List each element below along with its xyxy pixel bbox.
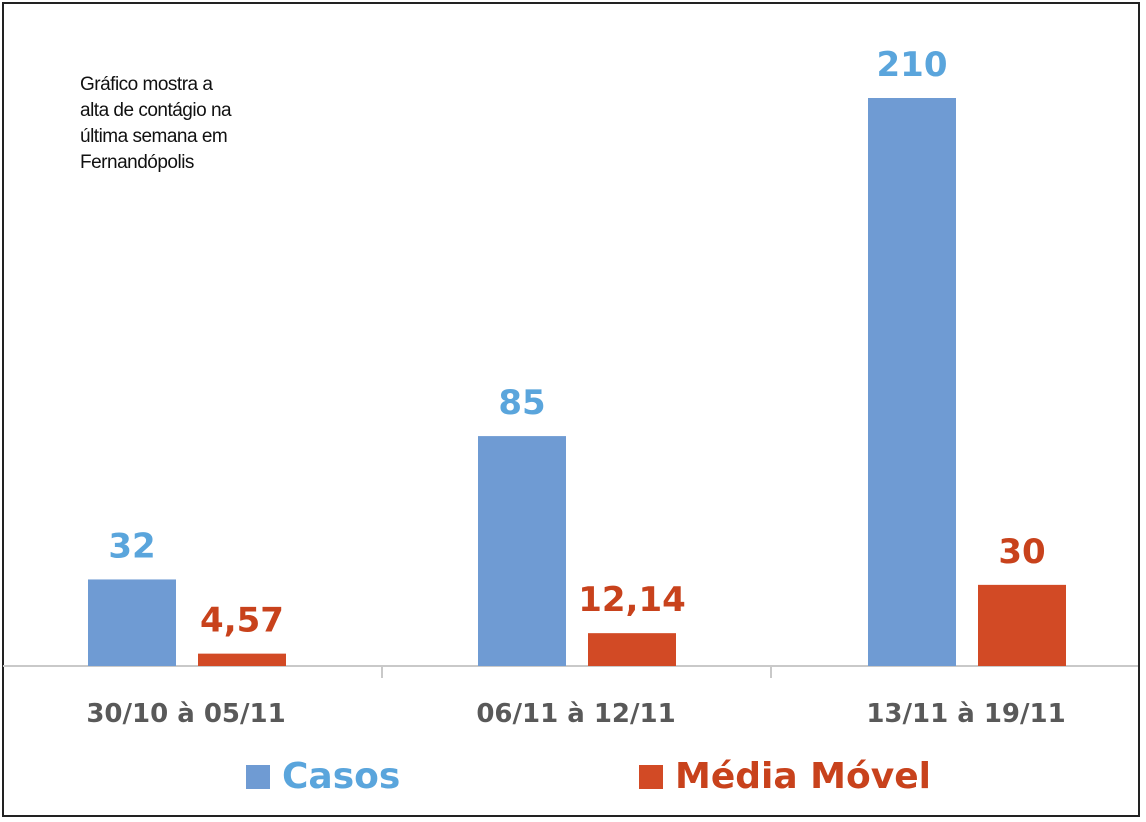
annotation-line: Fernandópolis: [80, 152, 194, 173]
bar-casos: [868, 98, 956, 666]
legend-item-casos: Casos: [246, 756, 400, 797]
data-label-casos: 210: [877, 45, 948, 85]
data-label-media: 30: [998, 532, 1045, 572]
annotation-line: alta de contágio na: [80, 100, 232, 121]
bar-media: [198, 653, 286, 666]
data-label-media: 4,57: [200, 601, 284, 641]
category-label: 06/11 à 12/11: [476, 699, 675, 729]
legend-label-media: Média Móvel: [675, 756, 931, 797]
data-label-media: 12,14: [578, 580, 686, 620]
data-label-casos: 85: [498, 383, 545, 423]
legend-swatch-casos: [246, 764, 270, 789]
annotation-line: última semana em: [80, 126, 228, 147]
bar-casos: [478, 436, 566, 666]
legend-label-casos: Casos: [282, 756, 401, 797]
chart-annotation: Gráfico mostra a alta de contágio na últ…: [80, 72, 280, 176]
legend-swatch-media: [639, 764, 663, 789]
data-label-casos: 32: [108, 526, 155, 566]
category-label: 30/10 à 05/11: [86, 699, 285, 729]
bar-media: [978, 584, 1066, 666]
category-label: 13/11 à 19/11: [866, 699, 1065, 729]
legend-item-media: Média Móvel: [639, 756, 931, 797]
bar-media: [588, 633, 676, 666]
annotation-line: Gráfico mostra a: [80, 74, 213, 95]
bar-casos: [88, 579, 176, 666]
